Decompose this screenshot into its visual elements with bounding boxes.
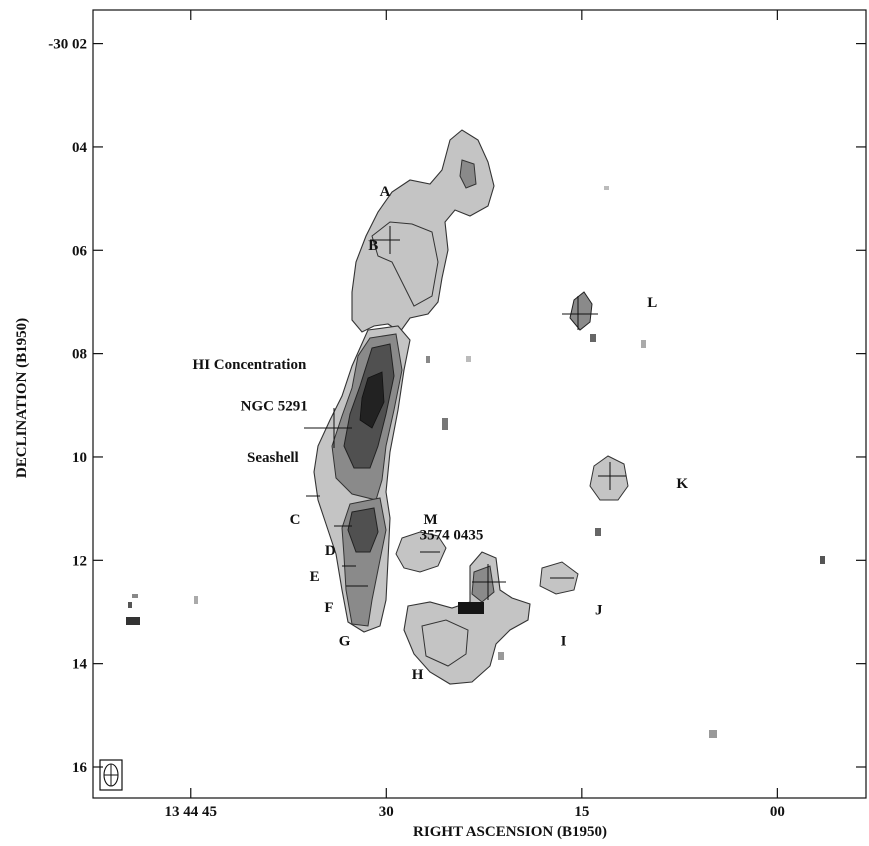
emission-contour-h-i (421, 619, 469, 667)
emission-speck (128, 602, 132, 608)
emission-contour-lower-spine-core (347, 507, 379, 553)
x-axis-title: RIGHT ASCENSION (B1950) (413, 824, 607, 840)
x-tick-label: 00 (770, 804, 785, 820)
emission-speck (126, 617, 140, 625)
beam-box (99, 759, 123, 791)
source-label-J: J (595, 602, 603, 618)
x-tick-label: 15 (574, 804, 589, 820)
source-label-L: L (647, 295, 657, 311)
y-tick-label: 10 (72, 450, 87, 466)
y-axis-title: DECLINATION (B1950) (14, 318, 30, 478)
source-label-F: F (324, 600, 333, 616)
source-labels: A B L HI Concentration NGC 5291 Seashell K C M35… (193, 184, 689, 683)
x-tick-label: 30 (379, 804, 394, 820)
source-label-D: D (325, 543, 336, 559)
emission-region-h-i (403, 551, 531, 685)
source-label-C: C (290, 512, 301, 528)
emission-contour-main-spine-peak (359, 371, 385, 429)
emission-speck (641, 340, 646, 348)
plot-frame (92, 9, 867, 799)
hi-emission-map (126, 129, 825, 738)
y-tick-label: 14 (72, 657, 88, 673)
emission-region-k (589, 455, 629, 501)
emission-region-north-arm (351, 129, 495, 333)
x-tick-label: 13 44 45 (165, 804, 218, 820)
source-label-H: H (412, 667, 424, 683)
emission-speck (709, 730, 717, 738)
source-label-A: A (380, 184, 391, 200)
emission-speck (194, 596, 198, 604)
emission-speck (132, 594, 138, 598)
source-label-ngc: NGC 5291 (241, 398, 308, 414)
emission-peak-3574 (458, 602, 484, 614)
emission-speck (590, 334, 596, 342)
source-label-src3574: 3574 0435 (420, 527, 484, 543)
emission-speck (498, 652, 504, 660)
y-tick-label: 12 (72, 553, 87, 569)
beam-ellipse-icon (99, 759, 123, 791)
source-label-G: G (339, 633, 351, 649)
source-cross-markers (304, 226, 626, 600)
source-label-B: B (368, 238, 378, 254)
source-label-K: K (676, 476, 688, 492)
axis-ticks (93, 10, 866, 798)
source-label-E: E (310, 569, 320, 585)
emission-contour-north-knot (459, 159, 477, 189)
source-label-hi: HI Concentration (193, 357, 307, 373)
x-tick-labels: 13 44 45 30 15 00 (165, 804, 785, 820)
emission-speck (604, 186, 609, 190)
emission-speck (426, 356, 430, 363)
emission-speck (595, 528, 601, 536)
y-tick-labels: -30 02 04 06 08 10 12 14 16 (48, 37, 87, 776)
y-tick-label: 16 (72, 760, 88, 776)
y-tick-label: 06 (72, 243, 88, 259)
emission-speck (466, 356, 471, 362)
emission-region-l (569, 291, 593, 331)
emission-contour-north-arm (371, 221, 439, 307)
y-tick-label: 04 (72, 140, 88, 156)
source-label-I: I (561, 633, 567, 649)
emission-speck (442, 418, 448, 430)
y-tick-label: 08 (72, 347, 87, 363)
y-tick-label: -30 02 (48, 37, 87, 53)
source-label-seashell: Seashell (247, 450, 299, 466)
emission-speck (820, 556, 825, 564)
source-label-M: M (424, 512, 438, 528)
